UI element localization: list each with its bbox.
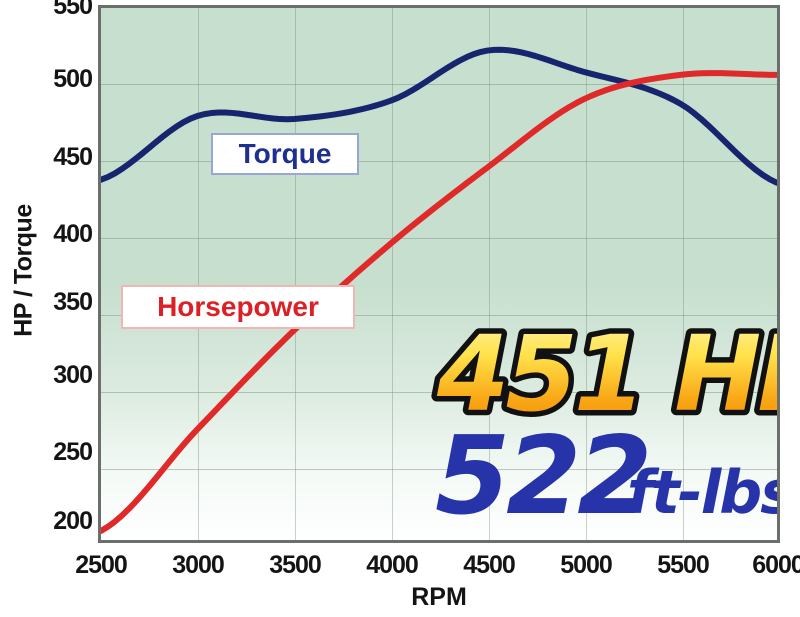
y-tick-label: 200 [53, 507, 93, 535]
legend-label-torque: Torque [211, 133, 359, 175]
gridline-vertical [489, 8, 490, 540]
gridline-vertical [392, 8, 393, 540]
legend-label-horsepower: Horsepower [121, 285, 355, 329]
y-tick-label: 300 [53, 361, 93, 389]
gridline-vertical [586, 8, 587, 540]
series-line-horsepower [101, 70, 777, 534]
y-tick-label: 400 [53, 220, 93, 248]
plot-area: Torque Horsepower 451 HP 451 H [98, 5, 780, 543]
series-line-torque [101, 46, 777, 186]
x-tick-label: 3000 [172, 551, 225, 579]
x-tick-label: 4000 [366, 551, 419, 579]
x-tick-label: 4500 [463, 551, 516, 579]
gridline-horizontal [101, 84, 777, 85]
y-axis-tick-labels: 550 500 450 400 350 300 250 200 [0, 0, 93, 617]
gridline-vertical [198, 8, 199, 540]
x-tick-label: 3500 [269, 551, 322, 579]
y-tick-label: 450 [53, 143, 93, 171]
gridline-horizontal [101, 238, 777, 239]
x-tick-label: 5000 [560, 551, 613, 579]
gridline-horizontal [101, 315, 777, 316]
plot-inner: Torque Horsepower 451 HP 451 H [101, 8, 777, 540]
gridline-vertical [295, 8, 296, 540]
curve-canvas [101, 46, 777, 534]
y-tick-label: 350 [53, 288, 93, 316]
x-axis-title: RPM [411, 583, 467, 611]
y-tick-label: 500 [53, 65, 93, 93]
y-tick-label: 250 [53, 438, 93, 466]
y-tick-label: 550 [53, 0, 93, 20]
gridline-horizontal [101, 392, 777, 393]
x-tick-label: 5500 [657, 551, 710, 579]
gridline-horizontal [101, 469, 777, 470]
x-tick-label: 2500 [75, 551, 128, 579]
gridline-vertical [683, 8, 684, 540]
x-tick-label: 6000 [752, 551, 800, 579]
gridline-horizontal [101, 161, 777, 162]
